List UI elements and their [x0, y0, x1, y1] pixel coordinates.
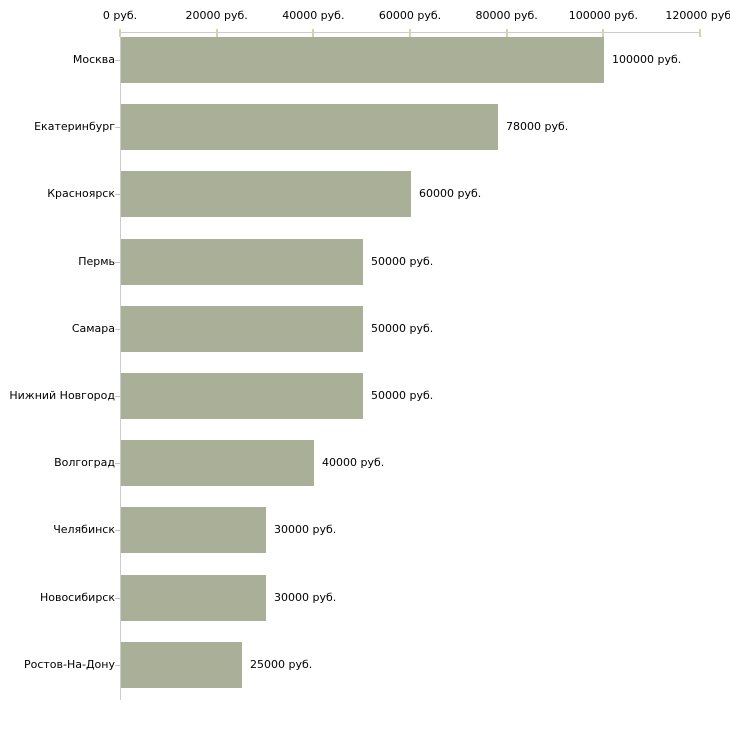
x-axis-tick-label: 60000 руб.: [378, 9, 442, 22]
bar: [121, 37, 604, 83]
category-label: Волгоград: [54, 456, 115, 470]
category-label: Екатеринбург: [34, 120, 115, 134]
value-label: 60000 руб.: [419, 187, 482, 201]
y-axis-tick: [115, 60, 120, 61]
bar: [121, 238, 363, 285]
bar: [121, 373, 363, 419]
y-axis-tick: [115, 127, 120, 129]
bar: [121, 440, 314, 487]
value-label: 30000 руб.: [274, 590, 337, 604]
x-axis-tick: [312, 29, 315, 37]
value-label: 25000 руб.: [250, 657, 313, 671]
bar: [121, 641, 242, 688]
x-axis-tick-label: 100000 руб.: [568, 9, 638, 22]
x-axis-tick-label: 120000 руб.: [665, 9, 730, 22]
x-axis-tick: [602, 29, 605, 37]
value-label: 40000 руб.: [322, 456, 385, 470]
value-label: 50000 руб.: [371, 321, 434, 335]
x-axis-tick-label: 80000 руб.: [475, 9, 538, 22]
category-label: Нижний Новгород: [9, 389, 115, 402]
y-axis-tick: [115, 194, 120, 196]
x-axis-tick-label: 40000 руб.: [282, 9, 345, 22]
value-label: 100000 руб.: [612, 53, 682, 66]
y-axis-tick: [115, 463, 120, 465]
x-axis-tick: [409, 29, 411, 37]
category-label: Пермь: [78, 254, 115, 268]
category-label: Челябинск: [53, 523, 115, 537]
value-label: 78000 руб.: [506, 120, 569, 134]
bar: [121, 171, 411, 218]
value-label: 50000 руб.: [371, 254, 434, 268]
bar: [121, 507, 266, 554]
x-axis-tick-label: 20000 руб.: [185, 9, 248, 22]
category-label: Ростов-На-Дону: [23, 657, 115, 671]
y-axis-tick: [115, 597, 120, 599]
value-label: 50000 руб.: [371, 389, 434, 402]
y-axis-tick: [115, 328, 120, 330]
category-label: Самара: [71, 321, 115, 335]
y-axis-tick: [115, 530, 120, 532]
category-label: Москва: [72, 53, 115, 66]
y-axis-tick: [115, 261, 120, 263]
x-axis-tick: [505, 29, 508, 37]
bar: [121, 574, 266, 621]
bar: [121, 104, 498, 151]
value-label: 30000 руб.: [274, 523, 337, 537]
bar: [121, 305, 363, 352]
y-axis-line: [120, 32, 121, 700]
x-axis-tick-label: 0 руб.: [102, 9, 138, 22]
category-label: Новосибирск: [39, 590, 115, 604]
y-axis-tick: [115, 396, 120, 397]
x-axis-tick: [215, 29, 218, 37]
y-axis-tick: [115, 664, 120, 666]
category-label: Красноярск: [47, 187, 115, 201]
x-axis-tick: [699, 29, 701, 37]
x-axis-tick: [119, 29, 121, 37]
